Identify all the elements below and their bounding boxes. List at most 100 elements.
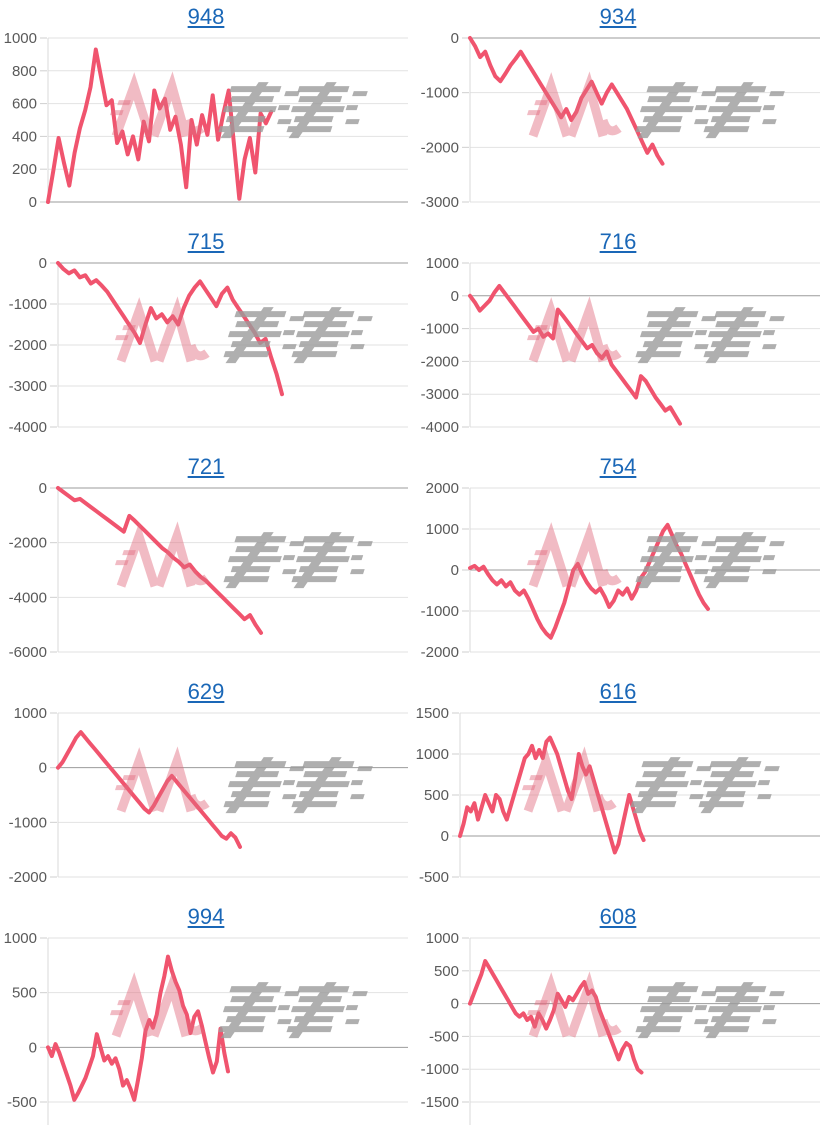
y-axis-label: -1000 <box>421 85 459 102</box>
chart-title: 934 <box>412 0 824 30</box>
y-axis-label: -2000 <box>9 535 47 552</box>
series-line <box>56 486 263 635</box>
chart-cell-616: 616 1500 1000 500 0 -500 <box>412 675 824 900</box>
chart-title-link-948[interactable]: 948 <box>187 4 225 29</box>
y-axis-label: 500 <box>12 985 37 1002</box>
series-line <box>468 284 682 426</box>
line-chart-721: 0 -2000 -4000 -6000 <box>0 480 412 675</box>
y-axis-label: -1000 <box>421 603 459 620</box>
watermark-minpachi-logo <box>526 971 785 1039</box>
y-axis-label: -3000 <box>9 378 47 395</box>
y-axis-label: -2000 <box>421 644 459 661</box>
chart-title: 629 <box>0 675 412 705</box>
watermark-minpachi-logo <box>109 971 368 1039</box>
y-axis-label: 2000 <box>426 480 459 497</box>
chart-cell-948: 948 1000 800 600 400 200 0 <box>0 0 412 225</box>
y-axis-label: 200 <box>12 161 37 178</box>
y-axis-label: -1000 <box>9 296 47 313</box>
line-chart-754: 2000 1000 0 -1000 -2000 <box>412 480 824 675</box>
y-axis-label: 1000 <box>4 930 37 947</box>
watermark-minpachi-logo <box>526 521 785 589</box>
chart-title-link-934[interactable]: 934 <box>599 4 637 29</box>
series-line <box>468 959 644 1075</box>
y-axis-label: -500 <box>7 1094 37 1111</box>
y-axis-label: -1000 <box>9 814 47 831</box>
y-axis-label: -4000 <box>9 589 47 606</box>
chart-title: 754 <box>412 450 824 480</box>
y-axis-label: 1000 <box>426 521 459 538</box>
series-line <box>56 730 242 849</box>
line-chart-716: 1000 0 -1000 -2000 -3000 -4000 <box>412 255 824 450</box>
watermark-minpachi-logo <box>114 521 373 589</box>
watermark-minpachi-logo <box>114 296 373 364</box>
y-axis-label: 600 <box>12 96 37 113</box>
chart-title-link-754[interactable]: 754 <box>599 454 637 479</box>
y-axis-label: 0 <box>451 288 459 305</box>
y-axis-label: 1000 <box>4 30 37 47</box>
chart-cell-715: 715 0 -1000 -2000 -3000 -4000 <box>0 225 412 450</box>
chart-cell-994: 994 1000 500 0 -500 <box>0 900 412 1125</box>
chart-title: 608 <box>412 900 824 930</box>
y-axis-label: -4000 <box>9 419 47 436</box>
chart-cell-721: 721 0 -2000 -4000 -6000 <box>0 450 412 675</box>
y-axis-label: 0 <box>29 1039 37 1056</box>
y-axis-label: -500 <box>419 869 449 886</box>
chart-svg: 0 -1000 -2000 -3000 -4000 <box>9 255 408 436</box>
y-axis-label: 0 <box>29 194 37 211</box>
chart-svg: 0 -2000 -4000 -6000 <box>9 480 408 661</box>
chart-title-link-608[interactable]: 608 <box>599 904 637 929</box>
y-axis-label: -2000 <box>421 353 459 370</box>
watermark-minpachi-logo <box>521 746 780 814</box>
y-axis-label: -1000 <box>421 1061 459 1078</box>
y-axis-label: 0 <box>39 760 47 777</box>
y-axis-label: -1000 <box>421 321 459 338</box>
y-axis-label: -2000 <box>9 337 47 354</box>
line-chart-715: 0 -1000 -2000 -3000 -4000 <box>0 255 412 450</box>
y-axis-label: 1000 <box>426 255 459 272</box>
chart-title: 948 <box>0 0 412 30</box>
chart-svg: 1500 1000 500 0 -500 <box>416 705 820 886</box>
chart-cell-629: 629 1000 0 -1000 -2000 <box>0 675 412 900</box>
y-axis-label: -2000 <box>9 869 47 886</box>
y-axis-label: 0 <box>451 996 459 1013</box>
line-chart-934: 0 -1000 -2000 -3000 <box>412 30 824 225</box>
watermark-minpachi-logo <box>109 71 368 139</box>
chart-title-link-716[interactable]: 716 <box>599 229 637 254</box>
y-axis-label: 1000 <box>14 705 47 722</box>
series-line <box>46 47 274 204</box>
y-axis-label: 500 <box>434 963 459 980</box>
chart-title-link-616[interactable]: 616 <box>599 679 637 704</box>
chart-cell-754: 754 2000 1000 0 -1000 -2000 <box>412 450 824 675</box>
chart-svg: 2000 1000 0 -1000 -2000 <box>421 480 820 661</box>
chart-svg: 0 -1000 -2000 -3000 <box>421 30 820 211</box>
series-line <box>46 954 230 1102</box>
y-axis-label: -500 <box>429 1028 459 1045</box>
y-axis-label: 0 <box>39 255 47 272</box>
line-chart-948: 1000 800 600 400 200 0 <box>0 30 412 225</box>
y-axis-label: 1000 <box>416 746 449 763</box>
chart-title-link-715[interactable]: 715 <box>187 229 225 254</box>
chart-title-link-721[interactable]: 721 <box>187 454 225 479</box>
chart-title: 616 <box>412 675 824 705</box>
watermark-minpachi-logo <box>114 746 373 814</box>
chart-title-link-629[interactable]: 629 <box>187 679 225 704</box>
chart-svg: 1000 500 0 -500 <box>4 930 408 1125</box>
chart-title: 716 <box>412 225 824 255</box>
y-axis-label: 0 <box>39 480 47 497</box>
y-axis-label: -6000 <box>9 644 47 661</box>
line-chart-608: 1000 500 0 -500 -1000 -1500 <box>412 930 824 1125</box>
y-axis-label: 1500 <box>416 705 449 722</box>
y-axis-label: -4000 <box>421 419 459 436</box>
y-axis-label: 800 <box>12 63 37 80</box>
y-axis-label: 0 <box>451 30 459 47</box>
line-chart-994: 1000 500 0 -500 <box>0 930 412 1125</box>
chart-title: 721 <box>0 450 412 480</box>
chart-svg: 1000 800 600 400 200 0 <box>4 30 408 211</box>
y-axis-label: -1500 <box>421 1094 459 1111</box>
y-axis-label: -3000 <box>421 194 459 211</box>
y-axis-label: 400 <box>12 128 37 145</box>
series-line <box>458 735 646 855</box>
line-chart-616: 1500 1000 500 0 -500 <box>412 705 824 900</box>
chart-title-link-994[interactable]: 994 <box>187 904 225 929</box>
